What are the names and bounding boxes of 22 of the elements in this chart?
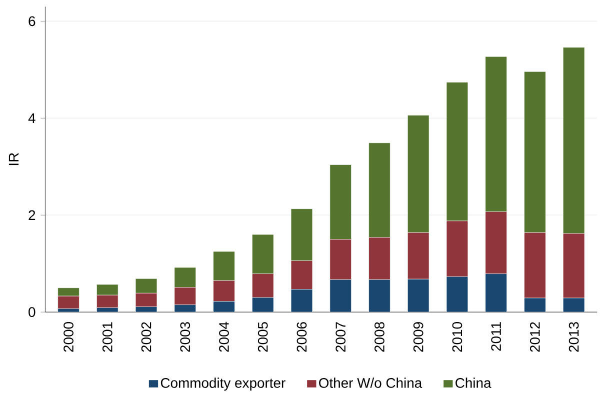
x-tick-label: 2001 [102, 322, 112, 352]
x-tick-label: 2010 [452, 322, 462, 352]
y-tick-label: 0 [28, 306, 36, 317]
legend-label: Commodity exporter [160, 377, 286, 390]
legend-label: Other W/o China [319, 377, 422, 388]
x-tick-label: 2007 [336, 322, 346, 352]
x-tick-label: 2003 [180, 322, 190, 352]
x-tick-label: 2011 [491, 322, 502, 351]
x-tick-label: 2005 [258, 322, 268, 352]
y-axis-title: IR [8, 152, 19, 165]
y-tick-label: 2 [28, 210, 36, 220]
legend-label: China [456, 377, 492, 388]
x-tick-label: 2002 [141, 322, 152, 352]
x-tick-label: 2006 [296, 322, 307, 352]
x-tick-label: 2009 [413, 322, 424, 352]
x-tick-label: 2000 [64, 322, 74, 352]
x-tick-label: 2012 [530, 322, 540, 352]
x-tick-label: 2013 [568, 322, 579, 352]
y-tick-label: 6 [28, 16, 36, 26]
y-tick-label: 4 [28, 113, 36, 123]
x-tick-label: 2004 [219, 322, 229, 352]
x-tick-label: 2008 [374, 322, 384, 352]
